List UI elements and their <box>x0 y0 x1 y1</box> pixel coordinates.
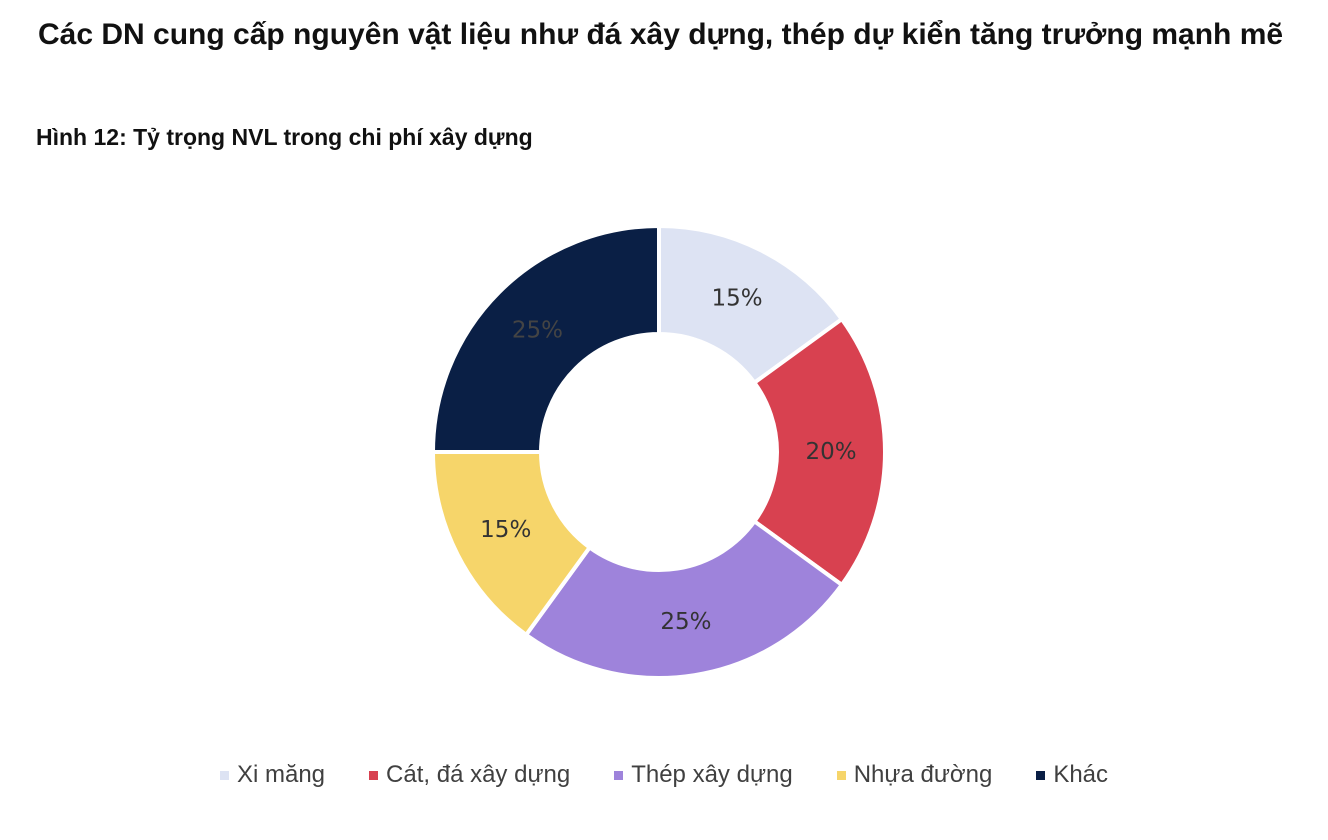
legend-label: Xi măng <box>236 761 326 788</box>
legend-item-3: Thép xây dựng <box>614 761 793 789</box>
legend-label: Cát, đá xây dựng <box>386 761 571 788</box>
headline: Các DN cung cấp nguyên vật liệu như đá x… <box>38 18 1284 51</box>
legend-swatch <box>614 770 624 780</box>
data-label-1: 15% <box>712 286 763 312</box>
slice-5 <box>430 223 661 454</box>
slice-2 <box>751 316 887 588</box>
legend-label: Khác <box>1053 761 1109 788</box>
legend-item-4: Nhựa đường <box>836 761 993 789</box>
data-label-5: 25% <box>512 317 563 343</box>
slice-4 <box>430 450 593 638</box>
legend-swatch <box>1036 770 1046 780</box>
data-label-3: 25% <box>660 609 711 635</box>
data-label-4: 15% <box>480 517 531 543</box>
chart-legend: Xi măng Cát, đá xây dựng Thép xây dựng Nhựa… <box>0 761 1328 789</box>
legend-item-2: Cát, đá xây dựng <box>369 761 570 789</box>
donut-data-labels: 15% 20% 25% 15% 25% <box>480 286 856 635</box>
data-label-2: 20% <box>805 439 856 465</box>
legend-label: Thép xây dựng <box>631 761 793 788</box>
legend-item-1: Xi măng <box>219 761 326 789</box>
chart-title: Hình 12: Tỷ trọng NVL trong chi phí xây … <box>36 124 533 150</box>
donut-slices <box>430 223 887 680</box>
legend-swatch <box>836 770 846 780</box>
legend-item-5: Khác <box>1036 761 1108 789</box>
legend-swatch <box>219 770 229 780</box>
legend-label: Nhựa đường <box>853 761 993 788</box>
slice-3 <box>523 518 845 680</box>
slice-1 <box>657 223 845 386</box>
legend-swatch <box>369 770 379 780</box>
